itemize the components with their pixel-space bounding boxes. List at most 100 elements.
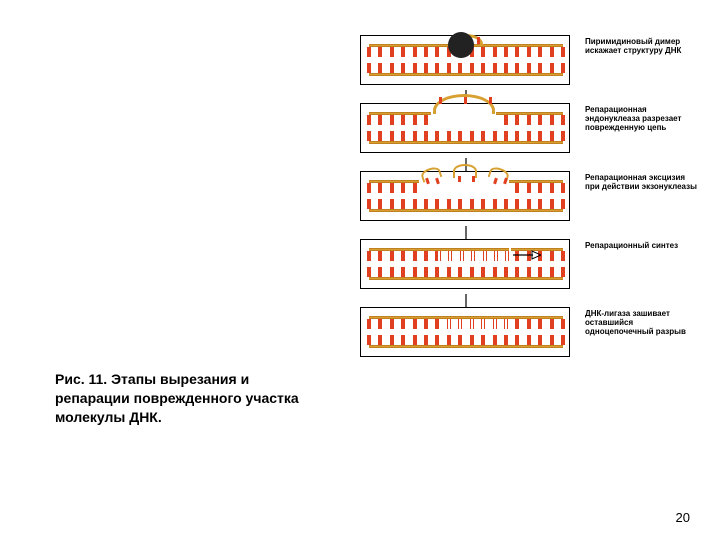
dna-panel (360, 171, 570, 221)
dna-base (561, 115, 565, 125)
dna-base (538, 199, 542, 209)
dna-base (447, 199, 451, 209)
dna-base (424, 47, 428, 57)
dna-base (470, 319, 474, 329)
dna-base (447, 131, 451, 141)
dna-base (458, 63, 462, 73)
dna-base (367, 251, 371, 261)
dna-base (527, 319, 531, 329)
dna-base (489, 97, 492, 104)
dna-base (401, 335, 405, 345)
dna-base (447, 319, 451, 329)
dna-base (424, 335, 428, 345)
dna-base (413, 63, 417, 73)
dna-base (435, 199, 439, 209)
dna-base (550, 63, 554, 73)
dna-base (413, 319, 417, 329)
dna-base (424, 131, 428, 141)
dna-base (401, 319, 405, 329)
dna-base (470, 131, 474, 141)
dna-base (401, 63, 405, 73)
dna-panel (360, 307, 570, 357)
dna-strand (369, 73, 563, 76)
dna-base (470, 335, 474, 345)
dna-base (561, 335, 565, 345)
dna-base (378, 199, 382, 209)
dna-base (401, 47, 405, 57)
dna-base (435, 319, 439, 329)
dna-base (504, 335, 508, 345)
dna-base (367, 131, 371, 141)
dna-base (390, 131, 394, 141)
dna-base (538, 47, 542, 57)
dna-base (493, 178, 498, 185)
dna-base (470, 267, 474, 277)
dna-base (504, 47, 508, 57)
dna-base (527, 131, 531, 141)
dna-base-new (448, 251, 452, 261)
dna-strand (369, 141, 563, 144)
stage-label: Пиримидиновый димер искажает структуру Д… (585, 37, 700, 55)
dna-base (515, 335, 519, 345)
dna-base (493, 47, 497, 57)
dna-base (515, 115, 519, 125)
dna-base (527, 47, 531, 57)
dna-base (424, 251, 428, 261)
dna-base (504, 267, 508, 277)
dna-base (561, 131, 565, 141)
dna-base (550, 335, 554, 345)
dna-base (390, 115, 394, 125)
dna-base (515, 199, 519, 209)
dna-base (435, 63, 439, 73)
dna-base (447, 335, 451, 345)
dna-base (527, 335, 531, 345)
dna-base (367, 47, 371, 57)
dna-base (378, 63, 382, 73)
dna-base (447, 63, 451, 73)
dna-base (458, 131, 462, 141)
dna-base (367, 199, 371, 209)
dna-base (435, 178, 440, 185)
dna-strand (439, 248, 509, 251)
dna-base (367, 319, 371, 329)
dna-base (515, 47, 519, 57)
dna-base (515, 267, 519, 277)
dna-base (378, 47, 382, 57)
dna-base (470, 199, 474, 209)
dna-base (504, 115, 508, 125)
stage-label: ДНК-лигаза зашивает оставшийся одноцепоч… (585, 309, 700, 337)
dna-base (447, 267, 451, 277)
dna-base (550, 131, 554, 141)
dna-base (515, 319, 519, 329)
dna-base (367, 63, 371, 73)
dna-base (561, 199, 565, 209)
dna-base (550, 47, 554, 57)
dna-base (538, 63, 542, 73)
dna-base (413, 183, 417, 193)
stage-s1: Пиримидиновый димер искажает структуру Д… (360, 25, 705, 85)
dna-base (413, 131, 417, 141)
dna-strand (369, 209, 563, 212)
dna-base (401, 267, 405, 277)
dna-base (527, 63, 531, 73)
dna-base-new (460, 251, 464, 261)
pyrimidine-dimer-icon (448, 32, 474, 58)
dna-base (401, 115, 405, 125)
dna-base (413, 251, 417, 261)
dna-base (550, 115, 554, 125)
dna-base (493, 335, 497, 345)
dna-base (561, 183, 565, 193)
dna-base (493, 63, 497, 73)
dna-base (493, 199, 497, 209)
dna-base (481, 319, 485, 329)
dna-base (458, 267, 462, 277)
stage-s3: Репарационная эксцизия при действии экзо… (360, 161, 705, 221)
dna-base (435, 47, 439, 57)
dna-strand (369, 277, 563, 280)
dna-base (527, 115, 531, 125)
dna-base (464, 97, 467, 104)
stage-label: Репарационная эндонуклеаза разрезает пов… (585, 105, 700, 133)
dna-base (538, 319, 542, 329)
dna-base (527, 199, 531, 209)
dna-base (477, 37, 480, 44)
